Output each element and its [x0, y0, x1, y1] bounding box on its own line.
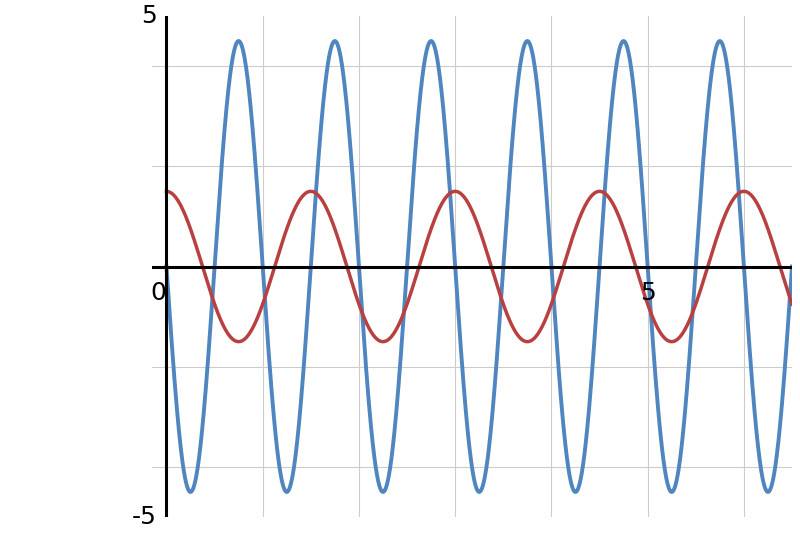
Text: 5: 5 — [141, 4, 157, 28]
Text: 0: 0 — [150, 280, 166, 304]
Text: -5: -5 — [132, 505, 157, 529]
Text: 5: 5 — [640, 280, 655, 304]
